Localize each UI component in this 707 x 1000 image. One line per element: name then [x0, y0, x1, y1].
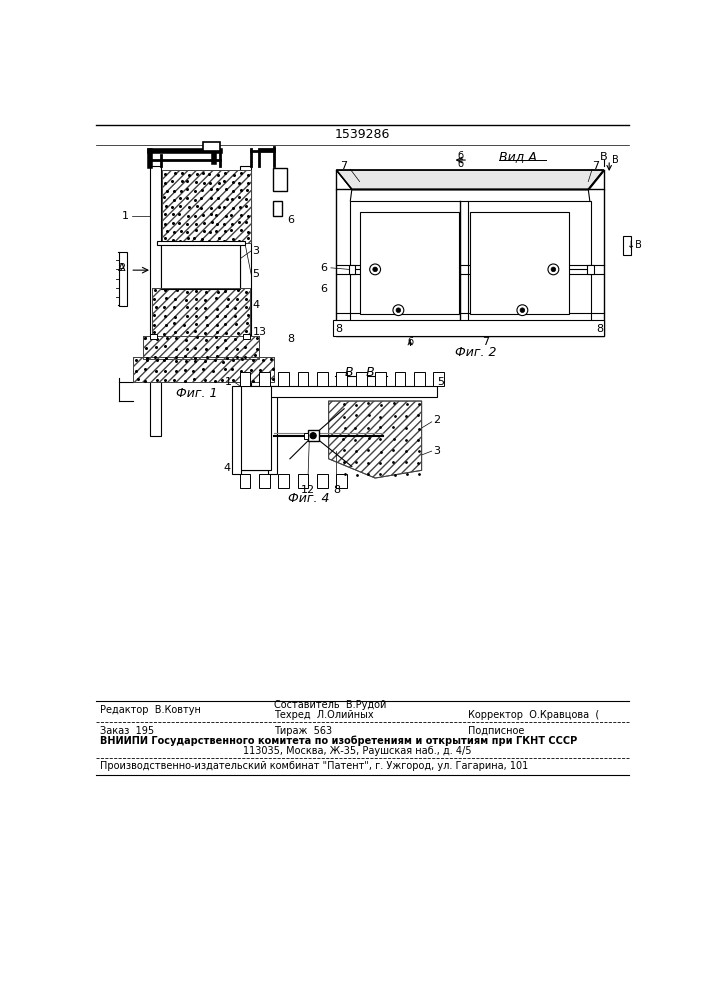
Text: 3: 3 — [252, 246, 259, 256]
Text: 1: 1 — [225, 377, 232, 387]
Bar — [360, 212, 459, 314]
Text: 7: 7 — [341, 161, 348, 171]
Bar — [151, 166, 161, 436]
Bar — [623, 235, 631, 255]
Circle shape — [520, 308, 525, 312]
Bar — [240, 386, 271, 470]
Bar — [279, 372, 289, 386]
Text: 5: 5 — [252, 269, 259, 279]
Text: 4: 4 — [252, 300, 259, 310]
Text: 2: 2 — [119, 263, 126, 273]
Circle shape — [373, 267, 378, 272]
Text: б: б — [407, 337, 413, 347]
Bar — [268, 386, 277, 474]
Circle shape — [310, 433, 316, 439]
Text: б: б — [457, 151, 463, 161]
Bar — [317, 474, 328, 488]
Text: Заказ  195: Заказ 195 — [100, 726, 154, 736]
Text: 2: 2 — [433, 415, 440, 425]
Text: Подписное: Подписное — [468, 726, 525, 736]
Bar — [279, 474, 289, 488]
Polygon shape — [337, 170, 604, 189]
Circle shape — [370, 264, 380, 275]
Text: Корректор  О.Кравцова  (: Корректор О.Кравцова ( — [468, 710, 600, 720]
Text: 6: 6 — [320, 284, 327, 294]
Bar — [337, 474, 347, 488]
Text: 7: 7 — [482, 337, 489, 347]
Bar — [351, 201, 590, 324]
Text: ↓B: ↓B — [627, 240, 642, 250]
Text: 6: 6 — [320, 263, 327, 273]
Text: B: B — [612, 155, 619, 165]
Text: 4: 4 — [223, 463, 230, 473]
Text: Фиг. 2: Фиг. 2 — [455, 346, 496, 359]
Bar — [298, 474, 308, 488]
Text: 3: 3 — [433, 446, 440, 456]
Bar — [232, 386, 241, 474]
Bar — [317, 372, 328, 386]
Bar — [259, 474, 270, 488]
Bar — [156, 241, 245, 245]
Text: Редактор  В.Ковтун: Редактор В.Ковтун — [100, 705, 201, 715]
Bar — [240, 386, 437, 397]
Text: 8: 8 — [333, 485, 340, 495]
Text: 6: 6 — [288, 215, 295, 225]
Text: 5: 5 — [437, 377, 444, 387]
Bar — [433, 372, 444, 386]
Bar — [240, 166, 251, 436]
Bar — [151, 334, 156, 339]
Bar — [298, 372, 308, 386]
Bar — [119, 252, 127, 306]
Bar — [588, 265, 594, 274]
Circle shape — [517, 305, 528, 316]
Bar — [304, 433, 308, 439]
Bar — [349, 265, 355, 274]
Text: A: A — [118, 263, 126, 273]
Bar — [203, 142, 220, 151]
Bar — [243, 334, 250, 339]
Bar — [161, 243, 240, 289]
Bar — [240, 372, 250, 386]
Bar — [259, 372, 270, 386]
Bar — [469, 212, 569, 314]
Text: б: б — [457, 159, 463, 169]
Text: Фиг. 4: Фиг. 4 — [288, 492, 330, 505]
Bar — [273, 168, 287, 191]
Text: Фиг. 1: Фиг. 1 — [176, 387, 218, 400]
Text: 1: 1 — [122, 211, 129, 221]
Bar — [337, 372, 347, 386]
Text: ВНИИПИ Государственного комитета по изобретениям и открытиям при ГКНТ СССР: ВНИИПИ Государственного комитета по изоб… — [100, 735, 577, 746]
Text: 1539286: 1539286 — [334, 128, 390, 141]
Bar — [414, 372, 425, 386]
Circle shape — [551, 267, 556, 272]
Circle shape — [396, 308, 401, 312]
Text: B - B: B - B — [345, 366, 375, 379]
Bar — [375, 372, 386, 386]
Text: Вид A: Вид A — [499, 150, 537, 163]
Text: 7: 7 — [592, 161, 600, 171]
Bar — [395, 372, 405, 386]
Text: 12: 12 — [300, 485, 315, 495]
Bar — [240, 397, 271, 470]
Text: Тираж  563: Тираж 563 — [274, 726, 332, 736]
Circle shape — [548, 264, 559, 275]
Text: 8: 8 — [335, 324, 342, 334]
Bar — [308, 430, 319, 441]
Text: 8: 8 — [596, 324, 603, 334]
Text: B: B — [600, 152, 607, 162]
Circle shape — [393, 305, 404, 316]
Text: 113035, Москва, Ж-35, Раушская наб., д. 4/5: 113035, Москва, Ж-35, Раушская наб., д. … — [243, 746, 472, 756]
Text: Составитель  В.Рудой: Составитель В.Рудой — [274, 700, 387, 710]
Bar — [337, 189, 604, 336]
Bar — [240, 474, 250, 488]
Bar — [332, 320, 604, 336]
Bar — [273, 201, 282, 216]
Text: Производственно-издательский комбинат "Патент", г. Ужгород, ул. Гагарина, 101: Производственно-издательский комбинат "П… — [100, 761, 528, 771]
Text: 8: 8 — [288, 334, 295, 344]
Text: 13: 13 — [252, 327, 267, 337]
Text: Техред  Л.Олийных: Техред Л.Олийных — [274, 710, 374, 720]
Bar — [356, 372, 367, 386]
